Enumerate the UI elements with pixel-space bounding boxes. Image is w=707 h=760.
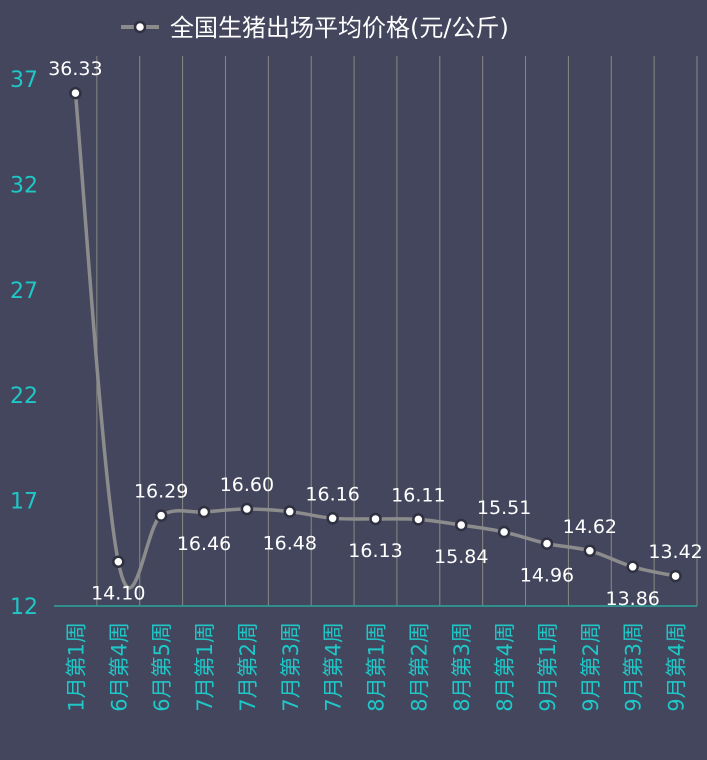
data-label: 15.51 [477, 497, 531, 519]
data-label: 16.60 [220, 474, 274, 496]
data-point [626, 560, 639, 574]
legend-marker [133, 20, 147, 34]
y-tick-label: 37 [10, 68, 38, 93]
data-point [283, 505, 297, 518]
x-tick-label: 8月第3周 [450, 622, 474, 712]
data-label: 14.62 [563, 516, 617, 538]
data-point [69, 86, 82, 100]
data-point [454, 518, 468, 532]
data-point [240, 502, 254, 516]
x-tick-label: 1月第1周 [64, 622, 88, 712]
data-point [497, 525, 511, 539]
data-label: 14.96 [520, 565, 574, 587]
data-label: 16.46 [177, 533, 231, 555]
data-label: 16.11 [391, 484, 445, 506]
x-axis: 1月第1周 6月第4周 6月第5周 7月第1周 7月第2周 7月第3周 7月第4周 8月第1周… [64, 622, 688, 712]
x-tick-label: 7月第4周 [322, 622, 346, 712]
data-point [112, 555, 125, 568]
y-tick-label: 22 [10, 384, 38, 409]
x-tick-label: 8月第1周 [365, 622, 389, 712]
data-point [154, 509, 168, 522]
y-tick-label: 32 [10, 173, 38, 198]
data-label: 16.29 [134, 481, 188, 503]
data-label: 15.84 [434, 546, 488, 568]
y-tick-label: 17 [10, 490, 38, 515]
x-tick-label: 9月第3周 [622, 622, 646, 712]
x-tick-label: 8月第4周 [493, 622, 517, 712]
gridlines [96, 56, 698, 606]
data-point [197, 505, 211, 519]
x-tick-label: 7月第2周 [236, 622, 260, 712]
x-tick-label: 9月第4周 [665, 622, 689, 712]
x-tick-label: 8月第2周 [407, 622, 431, 712]
data-label: 16.16 [305, 483, 359, 505]
y-tick-label: 27 [10, 279, 38, 304]
data-labels: 36.33 14.10 16.29 16.46 16.60 16.48 16.16 16.13… [48, 58, 703, 610]
data-point [540, 537, 554, 550]
data-label: 36.33 [48, 58, 102, 80]
data-label: 16.13 [348, 540, 402, 562]
legend: 全国生猪出场平均价格(元/公斤) [121, 14, 509, 42]
x-tick-label: 9月第2周 [579, 622, 603, 712]
data-point [369, 512, 382, 526]
y-tick-label: 12 [10, 595, 38, 620]
data-point [326, 512, 339, 525]
legend-label: 全国生猪出场平均价格(元/公斤) [170, 14, 509, 42]
x-tick-label: 9月第1周 [536, 622, 560, 712]
x-tick-label: 6月第4周 [107, 622, 131, 712]
x-tick-label: 6月第5周 [150, 622, 174, 712]
data-label: 14.10 [91, 583, 145, 605]
x-tick-label: 7月第3周 [279, 622, 303, 712]
data-point [583, 544, 597, 558]
data-point [412, 513, 425, 526]
data-label: 13.42 [648, 541, 702, 563]
data-label: 13.86 [605, 588, 659, 610]
y-axis: 12 17 22 27 32 37 [10, 68, 38, 620]
data-markers [69, 86, 682, 583]
data-point [669, 569, 682, 583]
data-label: 16.48 [263, 533, 317, 555]
x-tick-label: 7月第1周 [193, 622, 217, 712]
